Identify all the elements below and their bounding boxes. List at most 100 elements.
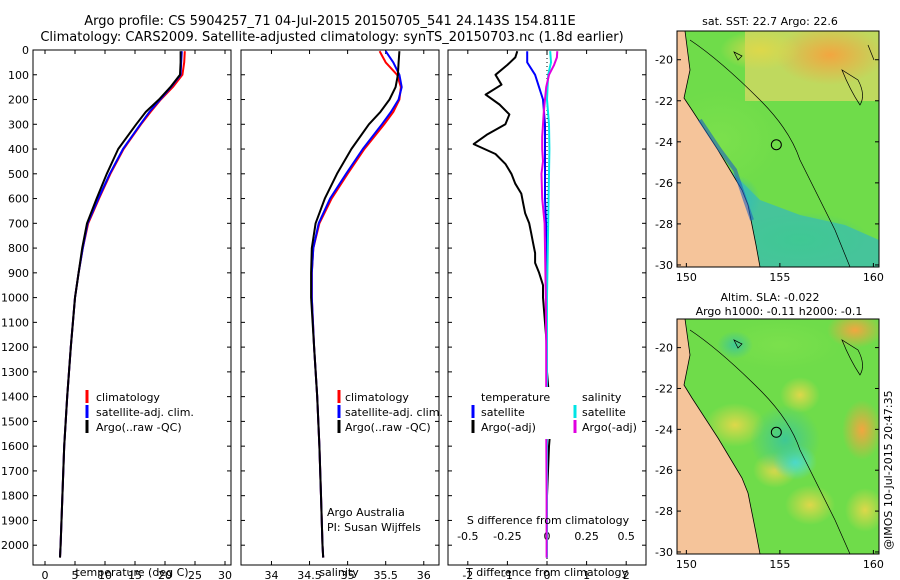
depth-tick-label: 1800 [1,490,29,503]
legend-title-temperature: temperature [481,391,550,404]
sst-map-title: sat. SST: 22.7 Argo: 22.6 [702,15,838,28]
s-difference-xlabel: S difference from climatology [467,514,630,527]
depth-tick-label: 1300 [1,366,29,379]
temperature-lines [59,51,186,558]
latitude-tick-label: -28 [655,505,673,518]
depth-tick-label: 700 [8,217,29,230]
latitude-tick-label: -30 [655,546,673,559]
latitude-tick-label: -22 [655,95,673,108]
depth-tick-label: 900 [8,267,29,280]
sst-map-frame [676,30,880,268]
x-tick-label: 20 [158,569,172,580]
depth-tick-label: 600 [8,193,29,206]
x-tick-label: 0 [42,569,49,580]
latitude-tick-label: -20 [655,342,673,355]
series-line-argo-raw-qc- [59,51,182,558]
legend-background [476,387,628,439]
depth-ticks: 0 100 200 300 400 500 600 700 800 900 1000 1100 1200… [1,44,231,552]
depth-tick-label: 1400 [1,391,29,404]
depth-tick-label: 500 [8,168,29,181]
longitude-tick-label: 155 [769,558,790,571]
legend-label-t-argo: Argo(-adj) [481,421,536,434]
depth-tick-label: 800 [8,242,29,255]
difference-lines [472,50,559,558]
x-tick-label: 10 [98,569,112,580]
longitude-tick-label: 150 [676,271,697,284]
x-tick-label: 36 [417,569,431,580]
latitude-tick-label: -22 [655,382,673,395]
latitude-tick-label: -28 [655,218,673,231]
depth-tick-label: 100 [8,69,29,82]
depth-tick-label: 1000 [1,292,29,305]
x-tick-label: -2 [462,569,473,580]
s-tick-label: -0.25 [493,530,521,543]
legend-label-argo: Argo(..raw -QC) [96,421,182,434]
latitude-tick-label: -26 [655,177,673,190]
australia-landmass [677,319,761,554]
s-tick-label: -0.5 [457,530,478,543]
depth-tick-label: 1700 [1,465,29,478]
imos-timestamp: @IMOS 10-Jul-2015 20:47:35 [882,390,895,550]
difference-depth-ticks [448,49,646,546]
depth-tick-label: 1200 [1,341,29,354]
longitude-tick-label: 155 [769,271,790,284]
series-line-salinity-argo-adj- [540,51,559,558]
depth-tick-label: 1900 [1,514,29,527]
temperature-ticks: 0 5 10 15 20 25 30 [42,50,232,580]
latitude-tick-label: -30 [655,259,673,272]
legend-label-t-satellite: satellite [481,406,525,419]
latitude-tick-label: -24 [655,136,673,149]
salinity-panel: 34 34.5 35 35.5 36 salinity climatology sate… [240,49,443,580]
x-tick-label: 35 [341,569,355,580]
x-tick-label: 5 [72,569,79,580]
attribution-institution: Argo Australia [327,506,405,519]
salinity-lines [310,50,403,558]
figure-title-line2: Climatology: CARS2009. Satellite-adjuste… [40,30,623,45]
sst-map-panel: sat. SST: 22.7 Argo: 22.6 150 155 160 -20-… [655,15,884,284]
legend-label-satellite: satellite-adj. clim. [345,406,443,419]
salinity-ticks: 34 34.5 35 35.5 36 [264,50,431,580]
x-tick-label: 34.5 [297,569,322,580]
x-tick-label: 35.5 [373,569,398,580]
x-tick-label: 15 [128,569,142,580]
depth-tick-label: 1600 [1,440,29,453]
salinity-axes-frame [240,49,440,566]
float-position-marker [770,139,782,151]
s-tick-label: 0.25 [574,530,599,543]
x-tick-label: 2 [623,569,630,580]
legend-title-salinity: salinity [582,391,622,404]
difference-panel: -2 -1 0 1 2 -0.5 -0.25 0 0.25 0.5 T difference f… [447,49,647,580]
sst-latitude-ticks: -20 -22 -24 -26 -28 -30 [655,54,879,272]
sla-map-subtitle: Argo h1000: -0.11 h2000: -0.1 [696,305,863,318]
x-tick-label: 1 [583,569,590,580]
legend-label-climatology: climatology [345,391,409,404]
legend-label-s-satellite: satellite [582,406,626,419]
temperature-panel: 0100200300400500600700800900100011001200… [1,44,232,580]
sla-map-frame [676,318,880,555]
sla-map-panel: Altim. SLA: -0.022 Argo h1000: -0.11 h20… [655,291,884,571]
x-tick-label: 34 [264,569,278,580]
sst-longitude-ticks: 150 155 160 [676,263,884,284]
salinity-xlabel: salinity [319,566,359,579]
latitude-tick-label: -24 [655,423,673,436]
depth-tick-label: 200 [8,94,29,107]
legend-label-climatology: climatology [96,391,160,404]
depth-tick-label: 1500 [1,415,29,428]
legend-label-satellite: satellite-adj. clim. [96,406,194,419]
depth-tick-label: 400 [8,143,29,156]
x-tick-label: 30 [218,569,232,580]
depth-tick-label: 0 [22,44,29,57]
x-tick-label: -1 [502,569,513,580]
salinity-depth-ticks [241,49,439,546]
latitude-tick-label: -20 [655,54,673,67]
attribution-pi: PI: Susan Wijffels [327,521,421,534]
temperature-legend: climatology satellite-adj. clim. Argo(..… [85,390,194,434]
sla-map-title: Altim. SLA: -0.022 [720,291,819,304]
sla-longitude-ticks: 150 155 160 [676,550,884,571]
temperature-xlabel: temperature (deg C) [75,566,188,579]
x-tick-label: 25 [188,569,202,580]
legend-label-argo: Argo(..raw -QC) [345,421,431,434]
depth-tick-label: 1100 [1,316,29,329]
longitude-tick-label: 150 [676,558,697,571]
